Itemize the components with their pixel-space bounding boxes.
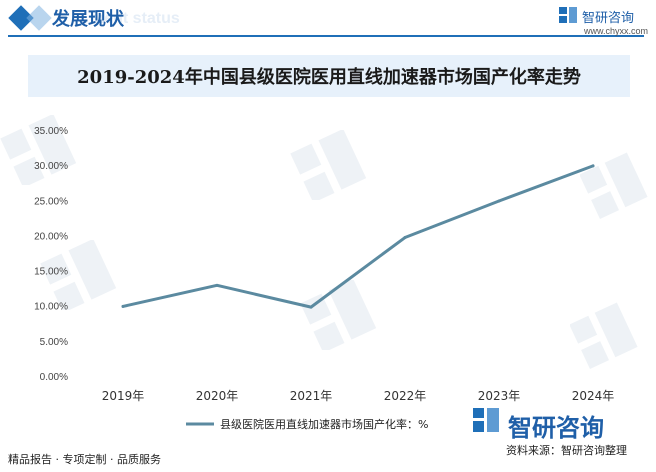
x-tick-label: 2024年 <box>572 389 615 403</box>
footer-logo-icon <box>473 408 499 432</box>
chart-title-band: 2019-2024年中国县级医院医用直线加速器市场国产化率走势 <box>28 55 630 97</box>
watermark-logo-icon <box>40 240 117 310</box>
watermark-logo-icon <box>580 152 648 220</box>
footer: 智研咨询 精品报告 · 专项定制 · 品质服务 资料来源：智研咨询整理 <box>0 408 656 472</box>
x-tick-label: 2019年 <box>102 389 145 403</box>
header-divider <box>8 35 644 37</box>
y-tick-label: 10.00% <box>34 302 68 313</box>
brand-name: 智研咨询 <box>582 11 635 26</box>
data-point <box>497 199 501 203</box>
watermark-logo-icon <box>0 115 77 185</box>
footer-tagline: 精品报告 · 专项定制 · 品质服务 <box>8 453 161 466</box>
data-point <box>403 236 407 240</box>
brand-logo-icon <box>559 7 577 23</box>
y-tick-label: 20.00% <box>34 231 68 242</box>
y-tick-label: 35.00% <box>34 126 68 137</box>
data-point <box>591 164 595 168</box>
chart-title: 2019-2024年中国县级医院医用直线加速器市场国产化率走势 <box>77 67 581 88</box>
x-tick-label: 2023年 <box>478 389 521 403</box>
y-tick-label: 0.00% <box>40 372 68 383</box>
header-subtitle-watermark: ment status <box>90 10 180 27</box>
data-point <box>215 283 219 287</box>
watermark-logo-icon <box>570 302 638 370</box>
data-point <box>121 304 125 308</box>
watermark-logo-icon <box>290 130 367 200</box>
x-tick-label: 2020年 <box>196 389 239 403</box>
section-header: ment status 发展现状 <box>0 0 656 40</box>
y-tick-label: 25.00% <box>34 196 68 207</box>
y-tick-label: 30.00% <box>34 161 68 172</box>
section-title: 发展现状 <box>52 9 124 30</box>
data-source: 资料来源：智研咨询整理 <box>506 444 627 457</box>
brand-url: www.chyxx.com <box>584 26 649 36</box>
x-tick-label: 2021年 <box>290 389 333 403</box>
series-line <box>121 164 595 309</box>
x-tick-label: 2022年 <box>384 389 427 403</box>
y-tick-label: 5.00% <box>40 337 68 348</box>
y-tick-label: 15.00% <box>34 267 68 278</box>
watermark-logo-icon <box>300 280 377 350</box>
data-point <box>309 305 313 309</box>
footer-logo-text: 智研咨询 <box>508 414 604 442</box>
legend-label: 县级医院医用直线加速器市场国产化率：% <box>220 417 428 431</box>
